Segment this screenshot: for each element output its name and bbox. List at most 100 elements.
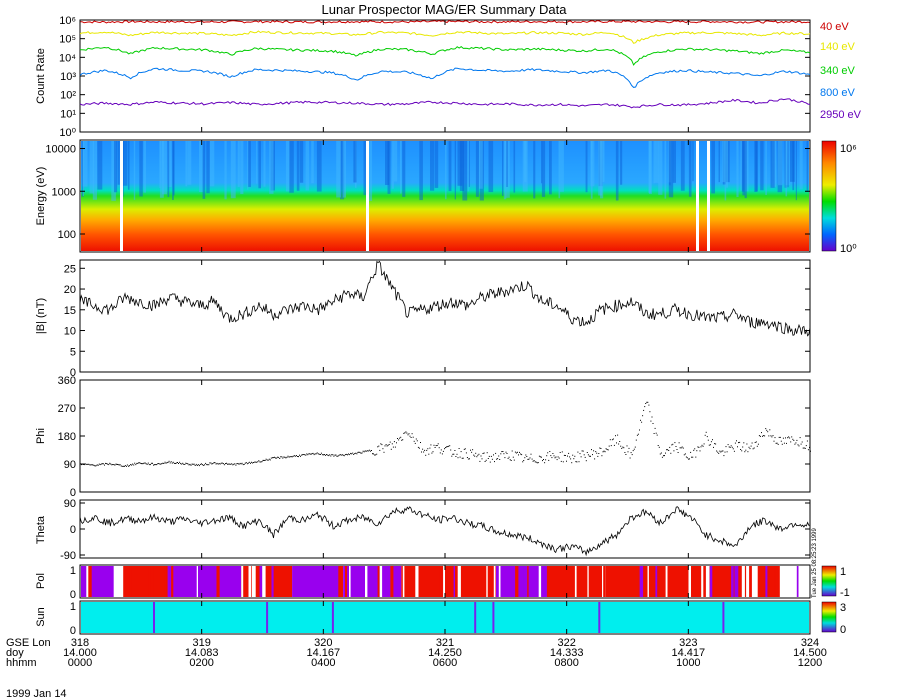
phi-point (387, 444, 389, 446)
phi-point (286, 456, 288, 458)
phi-point (97, 464, 99, 466)
phi-point (544, 462, 546, 464)
phi-point (661, 456, 663, 458)
phi-point (294, 455, 296, 457)
spectrogram-streak (541, 141, 543, 184)
phi-point (641, 421, 643, 423)
phi-axis-label: Phi (35, 428, 47, 444)
phi-point (335, 454, 337, 456)
phi-point (617, 434, 619, 436)
phi-point (371, 450, 372, 451)
phi-point (712, 439, 713, 441)
phi-point (647, 401, 649, 403)
spectrogram-streak (503, 141, 507, 200)
figure-title: Lunar Prospector MAG/ER Summary Data (322, 2, 568, 17)
phi-point (726, 451, 728, 453)
phi-point (740, 449, 742, 450)
pol-stripe (796, 566, 800, 597)
phi-point (441, 453, 443, 455)
phi-point (530, 453, 532, 455)
phi-point (497, 458, 499, 460)
phi-point (354, 453, 356, 454)
phi-point (476, 456, 478, 458)
phi-point (356, 453, 358, 455)
x-tick-label: 320 (314, 637, 332, 649)
phi-point (204, 464, 206, 466)
phi-point (529, 457, 531, 459)
phi-point (416, 440, 418, 442)
phi-point (603, 450, 605, 452)
spectrogram-streak (159, 141, 164, 198)
phi-point (379, 449, 381, 451)
phi-point (542, 460, 543, 462)
phi-point (153, 464, 154, 466)
spectrogram-streak (792, 141, 795, 191)
phi-point (111, 464, 113, 466)
phi-point (272, 457, 274, 459)
phi-point (699, 450, 701, 452)
spectrogram-streak (770, 141, 775, 188)
phi-point (119, 464, 121, 466)
phi-point (669, 446, 671, 448)
phi-point (620, 445, 622, 447)
phi-point (355, 452, 357, 454)
phi-point (788, 436, 790, 438)
spectrogram-data-gap (366, 141, 369, 251)
phi-point (778, 436, 780, 438)
phi-point (203, 464, 205, 466)
phi-point (391, 443, 393, 445)
phi-point (514, 451, 516, 453)
energy-axis-label: Energy (eV) (35, 167, 47, 226)
phi-point (217, 463, 219, 465)
spectrogram-streak (462, 141, 468, 201)
spectrogram-streak (795, 141, 797, 201)
phi-point (100, 463, 102, 465)
phi-point (191, 463, 193, 465)
phi-point (423, 451, 425, 453)
pol-stripe (498, 566, 501, 597)
b-magnitude-ytick-label: 20 (64, 284, 76, 296)
spectrogram-streak (167, 141, 172, 188)
spectrogram-streak (558, 141, 561, 199)
phi-point (234, 463, 236, 465)
phi-point (546, 455, 548, 457)
phi-point (282, 457, 284, 459)
spectrogram-streak (353, 141, 357, 183)
spectrogram-streak (655, 141, 659, 183)
phi-point (230, 463, 232, 465)
phi-point (706, 436, 708, 438)
spectrogram-streak (740, 141, 743, 191)
phi-point (343, 455, 345, 457)
phi-point (186, 463, 188, 464)
phi-point (681, 446, 683, 448)
phi-point (748, 446, 750, 448)
phi-point (751, 442, 753, 444)
phi-point (400, 436, 402, 438)
phi-point (105, 462, 106, 464)
phi-point (147, 462, 149, 464)
phi-point (81, 464, 82, 466)
sun-fill (81, 602, 809, 633)
phi-point (503, 453, 505, 455)
phi-point (336, 455, 338, 457)
phi-point (550, 455, 552, 457)
phi-point (646, 401, 648, 403)
pol-stripe (226, 566, 228, 597)
pol-ytick-label: 0 (70, 589, 76, 601)
phi-point (198, 465, 200, 467)
phi-point (311, 453, 313, 455)
sun-axis-label: Sun (35, 607, 47, 627)
phi-point (306, 453, 308, 455)
spectrogram-streak (585, 141, 588, 193)
phi-point (623, 447, 625, 449)
phi-point (693, 449, 695, 451)
spectrogram-streak (363, 141, 369, 196)
phi-point (87, 463, 89, 465)
phi-point (756, 445, 758, 447)
phi-point (237, 463, 239, 464)
spectrogram-streak (488, 141, 494, 193)
phi-point (465, 452, 467, 454)
phi-point (728, 446, 730, 448)
phi-point (531, 458, 533, 460)
phi-point (686, 457, 688, 459)
